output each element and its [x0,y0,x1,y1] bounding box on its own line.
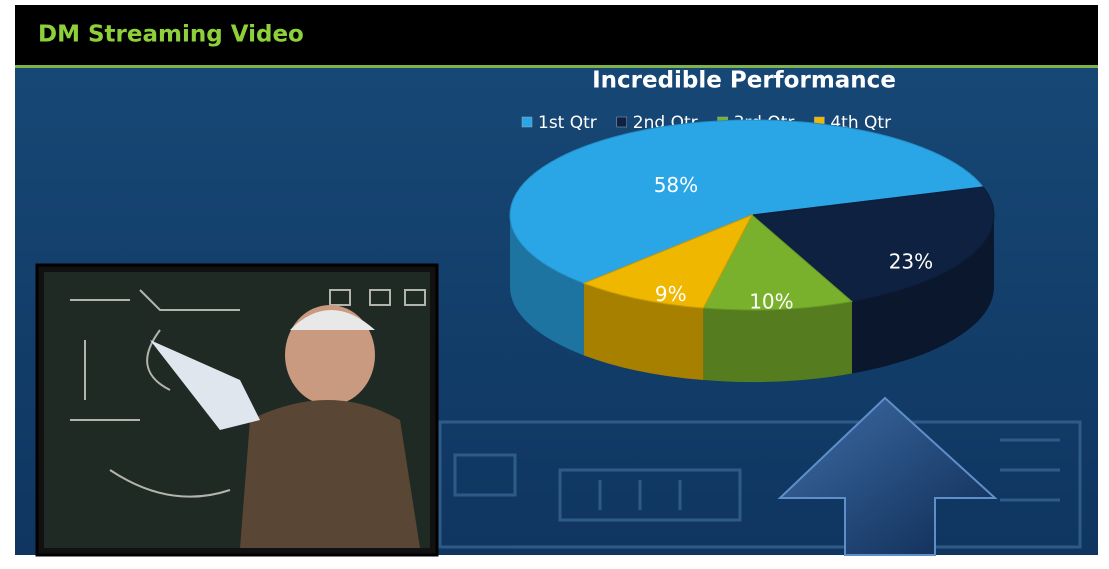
page: DM Streaming Video Incredible Performanc… [0,0,1109,565]
chart-title: Incredible Performance [592,68,896,94]
legend-label: 1st Qtr [538,113,597,133]
data-label: 58% [654,173,698,197]
header-rule [15,65,1098,68]
header-title: DM Streaming Video [38,22,304,48]
data-label: 9% [655,282,687,306]
slice-side [703,302,852,382]
data-label: 23% [889,250,933,274]
legend-swatch [617,117,627,127]
legend-swatch [522,117,532,127]
photo [37,265,437,555]
data-label: 10% [749,289,793,313]
slide: DM Streaming Video Incredible Performanc… [0,0,1109,565]
